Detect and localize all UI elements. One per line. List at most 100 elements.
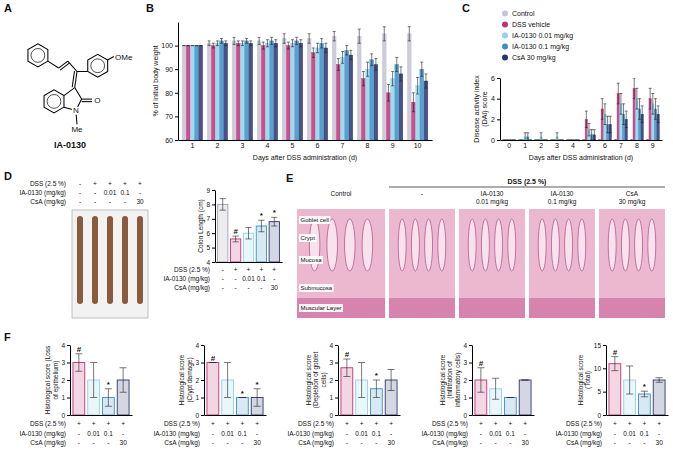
crypt xyxy=(551,219,559,271)
error-cap xyxy=(308,43,311,44)
error-bar xyxy=(274,40,277,47)
error-cap xyxy=(619,114,622,115)
error-cap xyxy=(412,111,415,112)
error-line xyxy=(246,39,247,44)
error-bar xyxy=(518,140,521,141)
column-title: 0.1 mg/kg xyxy=(548,198,577,206)
axis-line xyxy=(215,191,216,263)
table-row-label: IA-0130 (mg/kg) xyxy=(287,430,334,438)
legend-marker xyxy=(502,11,508,17)
axis-title: Histological score(Crypt damage) xyxy=(178,354,193,405)
tick-label: 0 xyxy=(463,412,467,419)
error-cap xyxy=(566,140,569,141)
error-bar xyxy=(75,354,82,372)
tick: 70 xyxy=(165,113,178,120)
table-cell: - xyxy=(480,430,482,437)
error-bar xyxy=(258,37,261,44)
tick-mark xyxy=(335,415,338,416)
error-line xyxy=(388,85,389,102)
error-line xyxy=(623,104,624,125)
error-cap xyxy=(258,44,261,45)
tick-mark xyxy=(335,363,338,364)
error-cap xyxy=(553,140,556,141)
colon-image xyxy=(107,216,113,304)
error-line xyxy=(610,116,611,133)
table-row-label: DSS (2.5 %) xyxy=(30,420,66,428)
tick: 60 xyxy=(165,137,178,144)
error-bar xyxy=(582,140,585,141)
error-line xyxy=(363,72,364,86)
label-patch xyxy=(299,304,343,312)
tick: 7 xyxy=(341,142,345,149)
column-title: Control xyxy=(331,190,353,197)
tick-label: 1 xyxy=(195,394,199,401)
error-cap xyxy=(537,140,540,141)
error-cap xyxy=(224,362,231,363)
error-line xyxy=(108,389,109,407)
error-line xyxy=(296,37,297,44)
error-cap xyxy=(312,57,315,58)
histology-image xyxy=(529,209,595,318)
axis-line xyxy=(606,346,607,416)
error-bar xyxy=(477,368,484,393)
error-cap xyxy=(287,49,290,50)
tick-label: 6 xyxy=(491,75,495,82)
tick: 0 xyxy=(597,412,606,419)
error-bar xyxy=(556,133,559,140)
error-bar xyxy=(609,116,612,133)
tick-label: 3 xyxy=(61,359,65,366)
error-bar xyxy=(341,52,344,64)
error-line xyxy=(217,41,218,46)
axis-line xyxy=(338,346,339,416)
error-line xyxy=(400,67,401,81)
tick-label: 6 xyxy=(316,142,320,149)
table-cell: 30 xyxy=(522,439,530,446)
table-cell: - xyxy=(346,439,348,446)
table-cell: - xyxy=(524,430,526,437)
error-line xyxy=(618,83,619,104)
bond xyxy=(77,71,88,72)
significance-label: * xyxy=(260,211,264,220)
significance-label: # xyxy=(613,348,618,357)
error-bar xyxy=(649,88,652,109)
tick-mark xyxy=(212,190,215,191)
bar xyxy=(609,364,621,415)
error-bar xyxy=(224,41,227,46)
bar xyxy=(307,39,311,140)
error-cap xyxy=(416,77,419,78)
bar xyxy=(291,43,295,140)
bond xyxy=(60,63,69,70)
error-cap xyxy=(654,98,657,99)
error-bar xyxy=(633,78,636,99)
error-cap xyxy=(274,46,277,47)
error-cap xyxy=(287,42,290,43)
error-line xyxy=(313,48,314,57)
histology-image xyxy=(297,209,385,318)
marks xyxy=(207,363,263,416)
error-cap xyxy=(542,140,545,141)
error-cap xyxy=(412,92,415,93)
error-bar xyxy=(183,45,186,46)
tick-label: 3 xyxy=(329,359,333,366)
muscle-layer xyxy=(297,298,385,318)
bar xyxy=(529,140,531,141)
tick: 3 xyxy=(555,142,559,149)
bar xyxy=(569,140,571,141)
column-title: IA-0130 xyxy=(481,190,504,197)
error-line xyxy=(342,52,343,64)
x-axis xyxy=(473,415,535,416)
bar xyxy=(370,60,374,140)
axis-line xyxy=(205,415,267,416)
crypt xyxy=(565,219,573,271)
tick: 7 xyxy=(206,215,215,222)
error-bar xyxy=(553,140,556,141)
significance-label: * xyxy=(273,208,277,217)
error-bar xyxy=(524,133,527,140)
tick: 1 xyxy=(61,394,70,401)
tick: 2 xyxy=(195,377,204,384)
axis-line xyxy=(473,415,535,416)
tick: 2 xyxy=(329,377,338,384)
error-cap xyxy=(574,140,577,141)
chemical-structure: OMeONMe xyxy=(28,44,133,135)
error-cap xyxy=(534,140,537,141)
